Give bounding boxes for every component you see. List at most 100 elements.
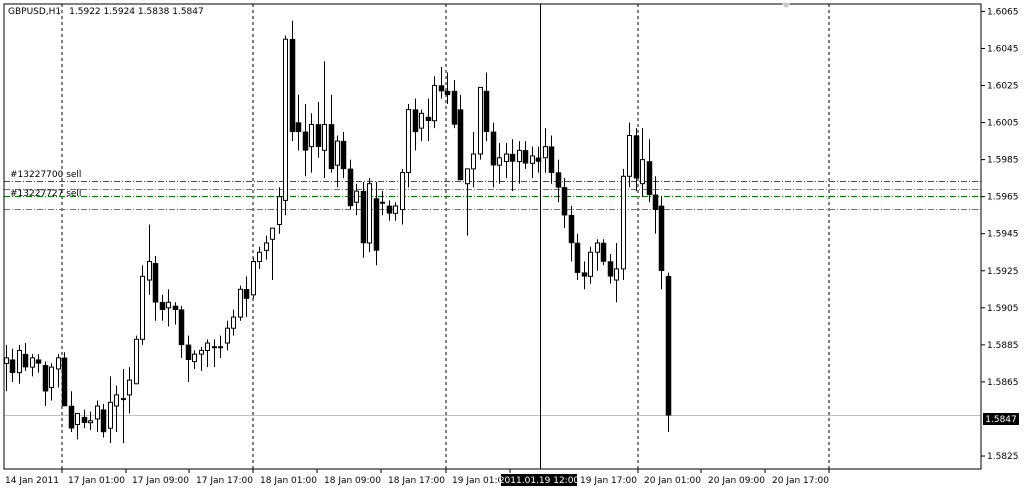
y-tick-label: 1.5985 (987, 156, 1019, 166)
candle (192, 350, 197, 369)
candle (658, 196, 665, 290)
candle (140, 265, 145, 345)
candle (199, 346, 204, 371)
candle (509, 139, 516, 192)
candle (231, 309, 236, 336)
candle (277, 187, 282, 234)
candle (212, 339, 217, 368)
candle (61, 352, 68, 407)
candle (68, 391, 75, 432)
candle (380, 191, 385, 216)
x-tick-label: 18 Jan 01:00 (260, 476, 317, 486)
candle (30, 354, 35, 377)
time-axis: 14 Jan 2011 17 Jan 01:00 17 Jan 09:00 17 Ja… (5, 469, 830, 486)
candle (147, 224, 152, 295)
candle (621, 168, 626, 281)
candle (152, 255, 159, 321)
candle (289, 20, 296, 142)
candle (251, 257, 256, 299)
current-price-badge (983, 413, 1019, 425)
y-tick-label: 1.5925 (987, 267, 1019, 277)
candle (614, 242, 619, 303)
x-tick-label: 18 Jan 09:00 (324, 476, 381, 486)
candle (646, 139, 653, 203)
y-tick-label: 1.5865 (987, 378, 1019, 388)
order-label-1: #13227700 sell (10, 170, 81, 180)
candle (49, 363, 54, 401)
candle (438, 66, 445, 99)
candle (238, 285, 243, 321)
candle (295, 94, 302, 151)
candle (490, 122, 497, 188)
candle (555, 159, 562, 203)
y-tick-label: 1.6065 (987, 7, 1019, 17)
x-tick-label: 20 Jan 01:00 (644, 476, 701, 486)
chart-header: GBPUSD,H1 1.5922 1.5924 1.5838 1.5847 (8, 7, 204, 17)
candle (35, 354, 42, 373)
candle (432, 76, 437, 129)
x-tick-label: 20 Jan 09:00 (708, 476, 765, 486)
candle (81, 409, 88, 429)
candle (322, 61, 327, 179)
candle (127, 367, 132, 414)
candle (134, 335, 139, 385)
candle (315, 102, 322, 158)
candle (373, 181, 380, 266)
shift-marker-icon[interactable] (781, 3, 791, 8)
candle (471, 131, 476, 188)
candle (444, 72, 451, 105)
current-price-label: 1.5847 (985, 415, 1017, 425)
candle (588, 246, 593, 284)
candle (159, 294, 166, 321)
candle (100, 404, 107, 438)
candle (17, 344, 22, 384)
candle (270, 227, 275, 281)
candle (400, 168, 405, 225)
candle (56, 354, 61, 388)
candle (548, 135, 555, 184)
candle (185, 335, 192, 382)
price-axis: 1.6065 1.6045 1.6025 1.6005 1.5985 1.5965 1.59… (981, 7, 1019, 462)
candle (22, 343, 29, 371)
candle (347, 159, 354, 210)
candle (172, 302, 179, 325)
candle (425, 98, 432, 142)
candle (367, 178, 372, 253)
y-tick-label: 1.5945 (987, 230, 1019, 240)
candle (75, 412, 80, 440)
candle (581, 261, 588, 290)
candle (652, 176, 659, 234)
x-tick-label: 17 Jan 09:00 (132, 476, 189, 486)
candlestick-series (4, 20, 672, 444)
y-tick-label: 1.6045 (987, 44, 1019, 54)
x-tick-label: 17 Jan 17:00 (196, 476, 253, 486)
candle (225, 320, 230, 351)
candle (633, 128, 640, 192)
candle (386, 200, 393, 221)
candle (309, 113, 314, 173)
candle (257, 246, 262, 269)
candle (114, 385, 119, 432)
candle (95, 400, 100, 432)
candle (283, 35, 288, 216)
candle (406, 104, 411, 188)
candle (465, 168, 470, 236)
candle (302, 104, 309, 177)
x-tick-label: 20 Jan 17:00 (772, 476, 829, 486)
y-tick-label: 1.5965 (987, 193, 1019, 203)
candle (121, 368, 126, 444)
candle (640, 128, 645, 197)
candle (328, 94, 335, 173)
candle (568, 205, 575, 262)
candle (412, 98, 419, 151)
candle (243, 276, 250, 318)
x-tick-label: 18 Jan 17:00 (388, 476, 445, 486)
candle (457, 94, 464, 181)
candle (419, 109, 424, 142)
candle (205, 339, 210, 368)
candle (517, 141, 522, 184)
x-tick-label: 14 Jan 2011 (5, 476, 59, 486)
candle (335, 135, 340, 188)
candle (665, 272, 672, 432)
